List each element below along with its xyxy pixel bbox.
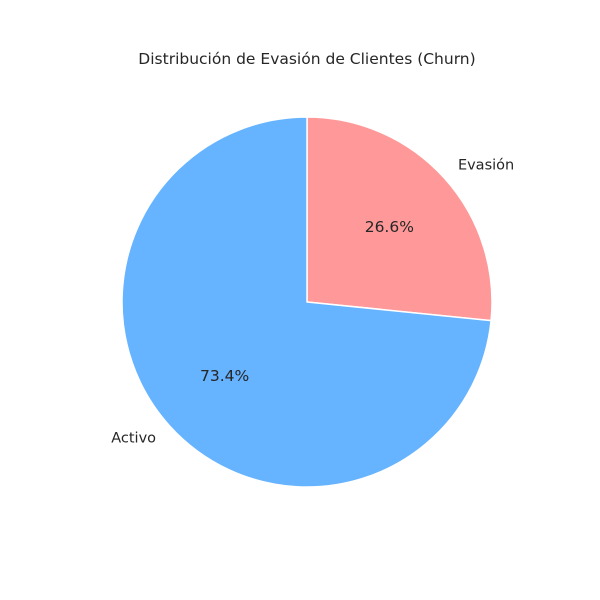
- pie-slices: [121, 116, 493, 488]
- slice-label-1: Activo: [111, 430, 156, 446]
- pie-labels: Evasión 26.6% Activo 73.4%: [111, 158, 514, 447]
- pie-slice-0: [306, 116, 493, 322]
- slice-percent-0: 26.6%: [365, 218, 414, 236]
- pie-slice-1: [121, 116, 492, 488]
- chart-title: Distribución de Evasión de Clientes (Chu…: [138, 50, 475, 68]
- slice-percent-1: 73.4%: [200, 367, 249, 385]
- slice-label-0: Evasión: [458, 158, 514, 174]
